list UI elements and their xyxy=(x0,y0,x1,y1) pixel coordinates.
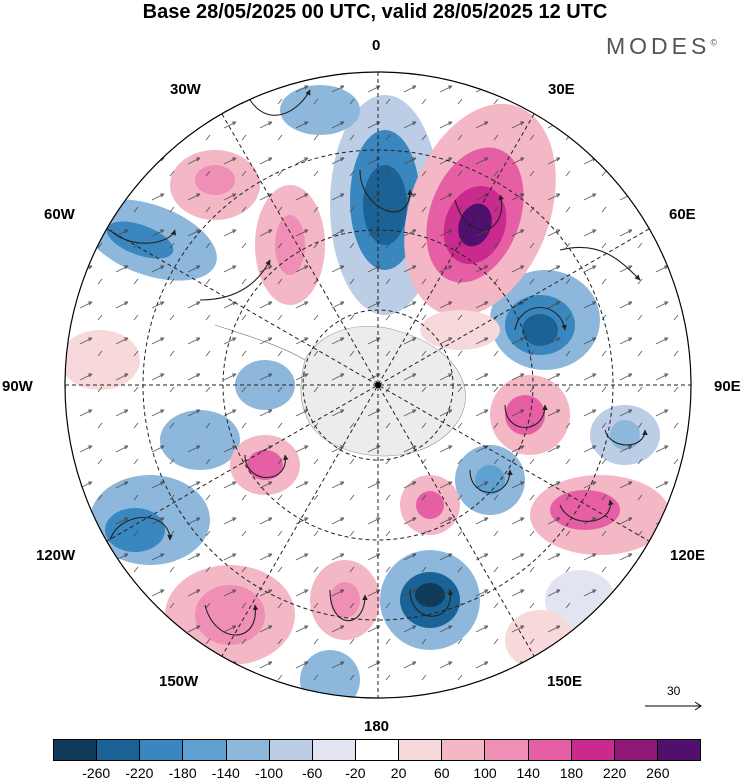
colorbar-swatch xyxy=(571,740,615,760)
lon-label-90w: 90W xyxy=(2,378,33,395)
colorbar-tick-label: 260 xyxy=(646,765,670,781)
lon-label-120e: 120E xyxy=(670,547,706,564)
colorbar-tick-label: 60 xyxy=(434,765,450,781)
map-boundary xyxy=(64,71,692,699)
lon-label-90e: 90E xyxy=(714,378,741,395)
colorbar-swatch xyxy=(226,740,270,760)
modes-logo: MODES© xyxy=(606,33,717,60)
brand-name: MODES xyxy=(606,33,711,59)
colorbar-swatch xyxy=(528,740,572,760)
colorbar-tick-label: -220 xyxy=(125,765,154,781)
reference-vector-value: 30 xyxy=(667,684,681,698)
lon-label-150e: 150E xyxy=(547,673,583,690)
lon-label-30e: 30E xyxy=(548,81,575,98)
colorbar-swatch xyxy=(355,740,400,760)
map-title: Base 28/05/2025 00 UTC, valid 28/05/2025… xyxy=(142,1,608,23)
colorbar-tick-label: -20 xyxy=(345,765,366,781)
colorbar-swatch xyxy=(183,740,227,760)
colorbar-swatch xyxy=(269,740,313,760)
lon-label-60w: 60W xyxy=(44,206,75,223)
lon-label-60e: 60E xyxy=(669,206,696,223)
colorbar-swatch xyxy=(54,740,98,760)
colorbar-swatch xyxy=(399,740,443,760)
colorbar-tick-label: 220 xyxy=(602,765,627,781)
reference-vector: 30 xyxy=(643,684,707,714)
colorbar-tick-label: -260 xyxy=(82,765,111,781)
graticule xyxy=(65,72,691,698)
lon-label-180: 180 xyxy=(364,718,390,735)
south-pole-dot xyxy=(375,382,381,388)
colorbar-swatch xyxy=(485,740,529,760)
colorbar-swatch xyxy=(140,740,184,760)
colorbar-tick-label: -180 xyxy=(168,765,197,781)
lon-label-30w: 30W xyxy=(170,81,201,98)
colorbar-swatch xyxy=(312,740,356,760)
colorbar xyxy=(53,739,701,761)
colorbar-tick-label: 20 xyxy=(390,765,407,781)
colorbar-tick-label: 180 xyxy=(559,765,584,781)
reference-arrow-icon xyxy=(645,701,702,711)
lon-label-0: 0 xyxy=(372,37,381,54)
colorbar-tick-label: -60 xyxy=(302,765,323,781)
lon-label-120w: 120W xyxy=(36,547,76,564)
lon-label-150w: 150W xyxy=(159,673,199,690)
colorbar-swatch xyxy=(614,740,658,760)
colorbar-swatch xyxy=(442,740,486,760)
colorbar-tick-label: -100 xyxy=(254,765,284,781)
streamlines xyxy=(109,89,648,636)
colorbar-ticks: -260 -220 -180 -140 -100 -60 -20 20 60 100 140 180 2… xyxy=(0,765,750,783)
colorbar-swatch xyxy=(657,740,701,760)
brand-mark: © xyxy=(710,37,717,48)
colorbar-tick-label: 140 xyxy=(516,765,540,781)
field-layer xyxy=(65,72,691,698)
colorbar-tick-label: -140 xyxy=(211,765,240,781)
colorbar-tick-label: 100 xyxy=(473,765,497,781)
colorbar-swatch xyxy=(97,740,141,760)
